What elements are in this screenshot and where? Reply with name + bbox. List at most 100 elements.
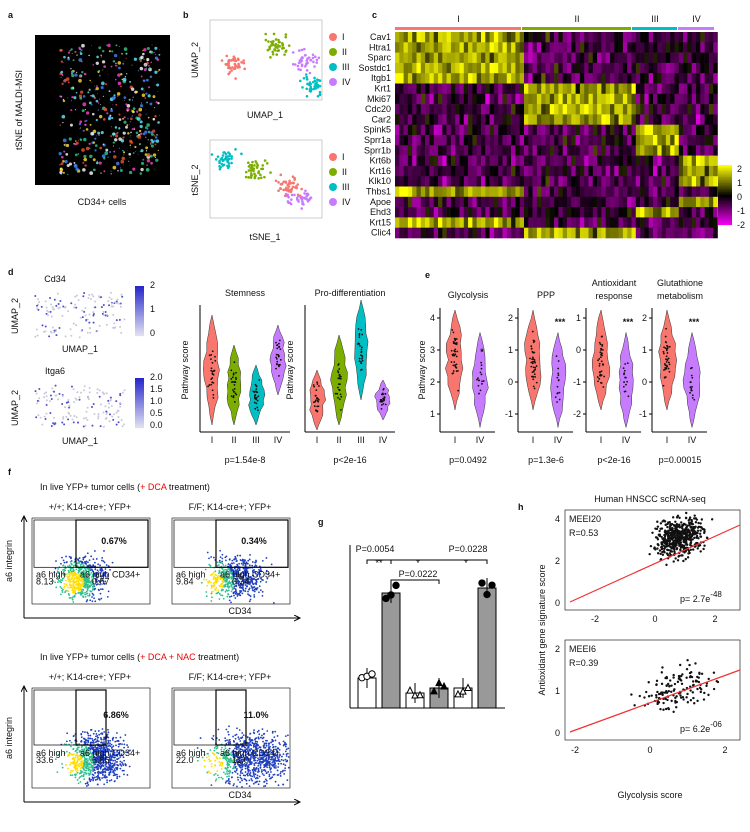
heat-cell bbox=[481, 42, 486, 53]
point bbox=[316, 383, 319, 385]
point bbox=[312, 384, 315, 386]
speckle bbox=[129, 144, 132, 147]
point bbox=[235, 378, 237, 381]
legend-dot bbox=[329, 183, 337, 191]
heat-cell bbox=[498, 104, 503, 115]
cell bbox=[36, 334, 39, 337]
point bbox=[276, 46, 279, 49]
heat-cell bbox=[412, 135, 417, 146]
heat-cell bbox=[455, 155, 460, 167]
heat-cell bbox=[700, 196, 705, 208]
heat-cell bbox=[433, 207, 439, 218]
heat-cell bbox=[554, 42, 559, 53]
event bbox=[212, 571, 215, 574]
heat-cell bbox=[631, 155, 637, 167]
heat-cell bbox=[468, 62, 473, 74]
heat-cell bbox=[519, 73, 525, 84]
speckle bbox=[102, 69, 104, 71]
point bbox=[382, 388, 385, 391]
event bbox=[82, 596, 85, 598]
heat-cell bbox=[395, 135, 400, 146]
cell bbox=[110, 405, 113, 408]
cell bbox=[101, 312, 104, 315]
event bbox=[265, 557, 268, 559]
heat-cell bbox=[635, 196, 641, 208]
heat-cell bbox=[665, 114, 671, 125]
heat-cell bbox=[691, 124, 697, 136]
heat-cell bbox=[713, 186, 718, 198]
heat-cell bbox=[485, 145, 490, 156]
heat-cell bbox=[665, 104, 671, 115]
speckle bbox=[153, 51, 155, 54]
event bbox=[84, 782, 87, 785]
heat-cell bbox=[674, 93, 680, 105]
event bbox=[227, 563, 230, 565]
cell bbox=[73, 401, 76, 404]
event bbox=[221, 568, 224, 571]
cell bbox=[97, 417, 100, 420]
event bbox=[115, 761, 117, 763]
colorbar-step bbox=[135, 310, 144, 313]
point bbox=[288, 179, 291, 183]
point bbox=[247, 169, 251, 172]
speckle bbox=[79, 120, 83, 124]
heat-cell bbox=[545, 227, 551, 239]
event bbox=[207, 581, 210, 584]
speckle bbox=[76, 71, 78, 73]
heat-cell bbox=[468, 165, 473, 177]
point bbox=[452, 340, 455, 343]
event bbox=[205, 595, 208, 598]
point bbox=[336, 392, 339, 395]
speckle bbox=[93, 97, 96, 99]
heat-cell bbox=[708, 176, 714, 187]
point bbox=[451, 329, 454, 331]
heat-cell bbox=[468, 42, 473, 53]
violin bbox=[591, 309, 611, 411]
heat-cell bbox=[696, 93, 701, 105]
heat-cell bbox=[472, 83, 477, 95]
heat-cell bbox=[571, 135, 576, 146]
event bbox=[114, 759, 116, 762]
event bbox=[56, 577, 59, 580]
speckle bbox=[71, 74, 75, 78]
speckle bbox=[118, 127, 121, 130]
point bbox=[249, 174, 253, 177]
heat-cell bbox=[592, 52, 598, 64]
heat-cell bbox=[433, 93, 439, 105]
point bbox=[210, 378, 213, 380]
heat-cell bbox=[416, 155, 422, 167]
heat-cell bbox=[489, 83, 495, 95]
heat-cell bbox=[425, 196, 430, 208]
heat-cell bbox=[502, 83, 508, 95]
speckle bbox=[74, 109, 77, 111]
colorbar-step bbox=[718, 210, 732, 212]
heat-cell bbox=[519, 62, 525, 74]
event bbox=[220, 594, 222, 597]
point bbox=[208, 384, 211, 386]
heat-cell bbox=[446, 165, 452, 177]
heat-cell bbox=[433, 73, 439, 84]
heat-cell bbox=[493, 135, 499, 146]
heat-cell bbox=[640, 165, 645, 177]
heat-cell bbox=[640, 227, 645, 239]
heat-cell bbox=[665, 196, 671, 208]
point bbox=[227, 162, 231, 165]
event bbox=[79, 591, 81, 594]
cell bbox=[58, 392, 61, 395]
heat-cell bbox=[588, 227, 594, 239]
heat-cell bbox=[498, 155, 503, 167]
speckle bbox=[116, 165, 117, 166]
heat-cell bbox=[493, 165, 499, 177]
heat-cell bbox=[640, 124, 645, 136]
speckle bbox=[114, 134, 119, 138]
point bbox=[235, 393, 238, 396]
heat-cell bbox=[597, 186, 602, 198]
heat-cell bbox=[644, 114, 649, 125]
heat-cell bbox=[481, 145, 486, 156]
event bbox=[54, 581, 57, 584]
speckle bbox=[129, 136, 131, 138]
heat-cell bbox=[562, 93, 568, 105]
point bbox=[210, 153, 214, 156]
heat-cell bbox=[541, 227, 546, 239]
heat-cell bbox=[420, 217, 426, 228]
